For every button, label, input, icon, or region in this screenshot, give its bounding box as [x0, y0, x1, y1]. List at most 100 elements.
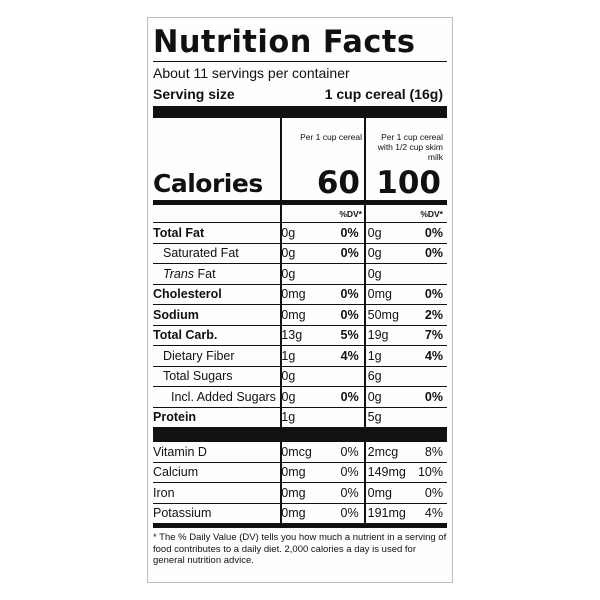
amount-with-milk: 50mg: [367, 307, 399, 322]
title-divider: [153, 61, 447, 62]
dv-cereal: 0%: [340, 389, 359, 404]
nutrient-row: Total Fat 0g 0% 0g 0%: [153, 222, 447, 243]
dv-cereal: 0%: [340, 506, 359, 521]
nutrient-name: Total Sugars: [163, 369, 233, 384]
vitamin-rows: Vitamin D 0mcg 0% 2mcg 8% Calcium 0mg 0% 149mg 10…: [153, 441, 447, 523]
amount-cereal: 13g: [281, 328, 303, 343]
nutrient-row: Incl. Added Sugars 0g 0% 0g 0%: [153, 386, 447, 407]
label-title: Nutrition Facts: [153, 24, 416, 60]
nutrient-name: Calcium: [153, 465, 199, 480]
column-header-with-milk-line1: Per 1 cup cereal: [381, 132, 443, 142]
dv-with-milk: 4%: [424, 506, 443, 521]
serving-size-row: Serving size 1 cup cereal (16g): [153, 84, 447, 104]
nutrient-row: Trans Fat 0g 0g: [153, 263, 447, 284]
calories-with-milk: 100: [376, 165, 441, 201]
serving-size-value: 1 cup cereal (16g): [324, 86, 443, 102]
nutrient-name: Vitamin D: [153, 444, 207, 459]
amount-with-milk: 6g: [367, 369, 382, 384]
nutrient-name: Saturated Fat: [163, 246, 239, 261]
dv-with-milk: 7%: [424, 328, 443, 343]
nutrient-name: Potassium: [153, 506, 212, 521]
column-headers: Per 1 cup cereal Per 1 cup cereal with 1…: [153, 118, 447, 168]
vitamin-row: Vitamin D 0mcg 0% 2mcg 8%: [153, 441, 447, 462]
column-header-with-milk: Per 1 cup cereal with 1/2 cup skim milk: [366, 118, 447, 168]
calories-row: Calories 60 100: [153, 165, 447, 201]
dv-with-milk: 8%: [424, 444, 443, 459]
dv-with-milk: 0%: [424, 246, 444, 261]
vitamin-row: Calcium 0mg 0% 149mg 10%: [153, 461, 447, 483]
nutrient-name-italic: Trans: [163, 266, 195, 281]
nutrient-row: Sodium 0mg 0% 50mg 2%: [153, 304, 447, 325]
amount-cereal: 0g: [281, 266, 296, 281]
amount-with-milk: 19g: [367, 328, 389, 343]
amount-cereal: 0mg: [281, 465, 306, 480]
calories-divider: [153, 200, 447, 205]
dv-with-milk: 0%: [424, 389, 443, 404]
nutrient-name-rest: Fat: [194, 266, 216, 281]
nutrient-name: Iron: [153, 485, 175, 500]
nutrition-facts-label: Nutrition Facts About 11 servings per co…: [147, 17, 453, 583]
dv-header-row: %DV* %DV*: [153, 205, 447, 222]
thick-divider: [153, 106, 447, 118]
nutrient-name: Incl. Added Sugars: [171, 389, 276, 404]
nutrient-name: Dietary Fiber: [163, 348, 235, 363]
amount-with-milk: 0g: [367, 246, 382, 261]
amount-cereal: 0mg: [281, 307, 306, 322]
amount-cereal: 0g: [281, 389, 296, 404]
amount-cereal: 1g: [281, 348, 296, 363]
dv-cereal: 0%: [340, 307, 359, 322]
column-divider-1: [280, 118, 282, 523]
column-divider-2: [364, 118, 366, 523]
calories-label: Calories: [153, 169, 263, 198]
dv-with-milk: 0%: [424, 225, 443, 240]
dv-cereal: 5%: [340, 328, 359, 343]
amount-with-milk: 5g: [367, 410, 382, 425]
amount-cereal: 0mg: [281, 506, 306, 521]
amount-with-milk: 1g: [367, 348, 382, 363]
nutrient-row: Saturated Fat 0g 0% 0g 0%: [153, 242, 447, 264]
nutrient-row: Total Sugars 0g 6g: [153, 365, 447, 387]
dv-with-milk: 2%: [424, 307, 443, 322]
amount-with-milk: 0mg: [367, 485, 392, 500]
amount-with-milk: 0g: [367, 266, 382, 281]
label-inner: Nutrition Facts About 11 servings per co…: [153, 23, 447, 567]
amount-with-milk: 191mg: [367, 506, 406, 521]
vitamin-row: Potassium 0mg 0% 191mg 4%: [153, 502, 447, 524]
dv-cereal: 4%: [340, 348, 359, 363]
dv-cereal: 0%: [340, 465, 359, 480]
column-header-cereal: Per 1 cup cereal: [300, 132, 362, 142]
amount-cereal: 0mg: [281, 287, 306, 302]
dv-with-milk: 0%: [424, 485, 443, 500]
amount-with-milk: 149mg: [367, 465, 406, 480]
vitamin-row: Iron 0mg 0% 0mg 0%: [153, 482, 447, 503]
nutrient-name: Trans Fat: [153, 267, 278, 281]
servings-per-container: About 11 servings per container: [153, 65, 350, 81]
amount-cereal: 1g: [281, 410, 296, 425]
dv-header-cereal: %DV*: [339, 208, 362, 219]
dv-with-milk: 0%: [424, 287, 443, 302]
amount-with-milk: 0g: [367, 389, 382, 404]
nutrient-row: Total Carb. 13g 5% 19g 7%: [153, 324, 447, 346]
dv-with-milk: 10%: [417, 465, 443, 480]
dv-cereal: 0%: [340, 246, 359, 261]
nutrient-name: Total Carb.: [153, 328, 218, 343]
nutrient-row: Dietary Fiber 1g 4% 1g 4%: [153, 345, 447, 366]
column-header-with-milk-line2: with 1/2 cup skim milk: [377, 142, 443, 162]
amount-cereal: 0g: [281, 225, 296, 240]
calories-cereal: 60: [316, 165, 360, 201]
dv-cereal: 0%: [340, 485, 359, 500]
dv-header-with-milk: %DV*: [420, 208, 443, 219]
vitamin-divider: [153, 427, 447, 441]
nutrient-grid: Per 1 cup cereal Per 1 cup cereal with 1…: [153, 118, 447, 523]
nutrient-row: Cholesterol 0mg 0% 0mg 0%: [153, 283, 447, 305]
amount-with-milk: 2mcg: [367, 444, 399, 459]
amount-with-milk: 0g: [367, 225, 382, 240]
amount-cereal: 0mg: [281, 485, 306, 500]
amount-cereal: 0g: [281, 246, 296, 261]
nutrient-rows: Total Fat 0g 0% 0g 0% Saturated Fat 0g 0% 0g 0% Tr…: [153, 222, 447, 427]
amount-with-milk: 0mg: [367, 287, 392, 302]
amount-cereal: 0g: [281, 369, 296, 384]
serving-size-label: Serving size: [153, 86, 235, 102]
footnote: * The % Daily Value (DV) tells you how m…: [153, 523, 447, 567]
dv-cereal: 0%: [340, 287, 359, 302]
